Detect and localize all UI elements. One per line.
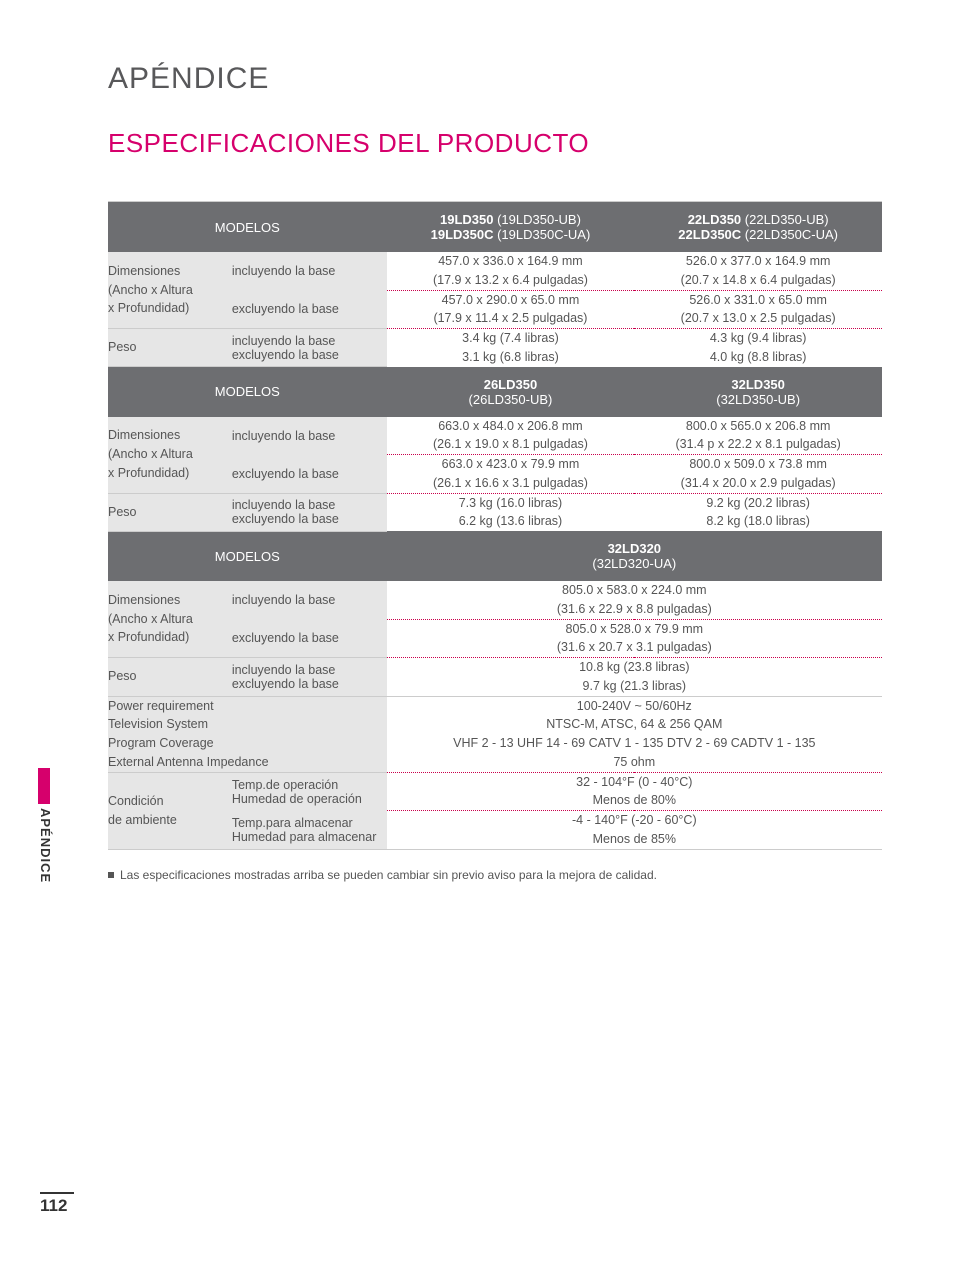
- env-storage-label: Temp.para almacenarHumedad para almacena…: [232, 811, 387, 850]
- models-header-row-3: MODELOS 32LD320(32LD320-UA): [108, 531, 882, 581]
- weight-sublabel: incluyendo la baseexcluyendo la base: [232, 658, 387, 697]
- incl-base-label: incluyendo la base: [232, 417, 387, 455]
- side-tab: APÉNDICE: [38, 768, 58, 888]
- bullet-icon: [108, 872, 114, 878]
- section-title: ESPECIFICACIONES DEL PRODUCTO: [108, 128, 882, 159]
- model-22ld350: 22LD350 (22LD350-UB) 22LD350C (22LD350C-…: [634, 202, 882, 253]
- models-label: MODELOS: [108, 367, 387, 417]
- dim-value: 800.0 x 565.0 x 206.8 mm(31.4 p x 22.2 x…: [634, 417, 882, 455]
- dim-value: 800.0 x 509.0 x 73.8 mm(31.4 x 20.0 x 2.…: [634, 455, 882, 494]
- dim-value: 457.0 x 336.0 x 164.9 mm(17.9 x 13.2 x 6…: [387, 252, 635, 290]
- excl-base-label: excluyendo la base: [232, 455, 387, 494]
- footnote-text: Las especificaciones mostradas arriba se…: [120, 868, 657, 882]
- footnote: Las especificaciones mostradas arriba se…: [108, 868, 882, 882]
- env-op-label: Temp.de operaciónHumedad de operación: [232, 772, 387, 811]
- model-32ld320: 32LD320(32LD320-UA): [387, 531, 882, 581]
- incl-base-label: incluyendo la base: [232, 581, 387, 619]
- weight-sublabel: incluyendo la baseexcluyendo la base: [232, 329, 387, 367]
- dim-value: 663.0 x 423.0 x 79.9 mm(26.1 x 16.6 x 3.…: [387, 455, 635, 494]
- spec-table: MODELOS 19LD350 (19LD350-UB) 19LD350C (1…: [108, 201, 882, 850]
- models-header-row-1: MODELOS 19LD350 (19LD350-UB) 19LD350C (1…: [108, 202, 882, 253]
- dim-value: 526.0 x 331.0 x 65.0 mm(20.7 x 13.0 x 2.…: [634, 290, 882, 329]
- table-row: Condiciónde ambiente Temp.de operaciónHu…: [108, 772, 882, 811]
- section-title-text: ESPECIFICACIONES DEL PRODUCTO: [108, 128, 589, 158]
- env-op-value: 32 - 104°F (0 - 40°C)Menos de 80%: [387, 772, 882, 811]
- accent-block: [38, 768, 50, 804]
- dim-value: 805.0 x 528.0 x 79.9 mm(31.6 x 20.7 x 3.…: [387, 619, 882, 658]
- table-row: Peso incluyendo la baseexcluyendo la bas…: [108, 493, 882, 531]
- models-label: MODELOS: [108, 202, 387, 253]
- dim-value: 805.0 x 583.0 x 224.0 mm(31.6 x 22.9 x 8…: [387, 581, 882, 619]
- dim-value: 526.0 x 377.0 x 164.9 mm(20.7 x 14.8 x 6…: [634, 252, 882, 290]
- page-title: APÉNDICE: [108, 62, 882, 96]
- page-content: APÉNDICE ESPECIFICACIONES DEL PRODUCTO M…: [0, 0, 954, 922]
- common-values: 100-240V ~ 50/60Hz NTSC-M, ATSC, 64 & 25…: [387, 696, 882, 772]
- weight-sublabel: incluyendo la baseexcluyendo la base: [232, 493, 387, 531]
- dimensions-label: Dimensiones (Ancho x Altura x Profundida…: [108, 581, 232, 658]
- model-26ld350: 26LD350(26LD350-UB): [387, 367, 635, 417]
- page-number: 112: [40, 1192, 74, 1216]
- weight-value: 7.3 kg (16.0 libras)6.2 kg (13.6 libras): [387, 493, 635, 531]
- common-labels: Power requirement Television System Prog…: [108, 696, 387, 772]
- env-storage-value: -4 - 140°F (-20 - 60°C)Menos de 85%: [387, 811, 882, 850]
- weight-label: Peso: [108, 329, 232, 367]
- weight-value: 3.4 kg (7.4 libras)3.1 kg (6.8 libras): [387, 329, 635, 367]
- table-row: Peso incluyendo la baseexcluyendo la bas…: [108, 329, 882, 367]
- dim-value: 457.0 x 290.0 x 65.0 mm(17.9 x 11.4 x 2.…: [387, 290, 635, 329]
- table-row: Dimensiones (Ancho x Altura x Profundida…: [108, 252, 882, 290]
- weight-value: 4.3 kg (9.4 libras)4.0 kg (8.8 libras): [634, 329, 882, 367]
- dimensions-label: Dimensiones (Ancho x Altura x Profundida…: [108, 252, 232, 329]
- model-32ld350: 32LD350(32LD350-UB): [634, 367, 882, 417]
- dim-value: 663.0 x 484.0 x 206.8 mm(26.1 x 19.0 x 8…: [387, 417, 635, 455]
- excl-base-label: excluyendo la base: [232, 619, 387, 658]
- weight-value: 10.8 kg (23.8 libras)9.7 kg (21.3 libras…: [387, 658, 882, 697]
- weight-value: 9.2 kg (20.2 libras)8.2 kg (18.0 libras): [634, 493, 882, 531]
- table-row: Dimensiones (Ancho x Altura x Profundida…: [108, 417, 882, 455]
- env-condition-label: Condiciónde ambiente: [108, 772, 232, 849]
- dimensions-label: Dimensiones (Ancho x Altura x Profundida…: [108, 417, 232, 494]
- models-header-row-2: MODELOS 26LD350(26LD350-UB) 32LD350(32LD…: [108, 367, 882, 417]
- weight-label: Peso: [108, 658, 232, 697]
- table-row: Power requirement Television System Prog…: [108, 696, 882, 772]
- weight-label: Peso: [108, 493, 232, 531]
- model-19ld350: 19LD350 (19LD350-UB) 19LD350C (19LD350C-…: [387, 202, 635, 253]
- incl-base-label: incluyendo la base: [232, 252, 387, 290]
- models-label: MODELOS: [108, 531, 387, 581]
- side-label: APÉNDICE: [38, 808, 53, 883]
- excl-base-label: excluyendo la base: [232, 290, 387, 329]
- table-row: Peso incluyendo la baseexcluyendo la bas…: [108, 658, 882, 697]
- table-row: Dimensiones (Ancho x Altura x Profundida…: [108, 581, 882, 619]
